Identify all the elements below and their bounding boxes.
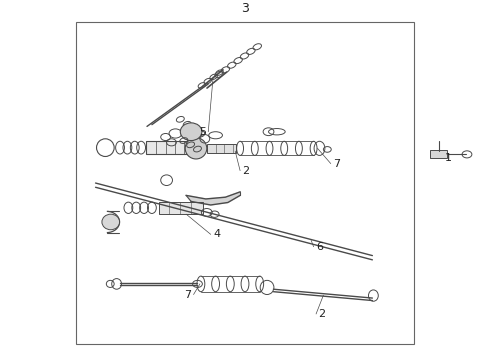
Text: 7: 7 — [184, 289, 191, 300]
Bar — [159, 202, 203, 214]
Text: 1: 1 — [445, 153, 452, 163]
Bar — [146, 141, 195, 154]
Ellipse shape — [102, 214, 120, 230]
Text: 6: 6 — [316, 242, 323, 252]
Text: 4: 4 — [213, 229, 220, 239]
Ellipse shape — [180, 123, 202, 140]
Text: 7: 7 — [333, 158, 341, 168]
Bar — [76, 22, 414, 344]
Text: 2: 2 — [243, 166, 250, 176]
Bar — [207, 144, 236, 153]
Text: 5: 5 — [199, 127, 206, 137]
Polygon shape — [186, 192, 240, 205]
Ellipse shape — [185, 138, 207, 159]
Text: 3: 3 — [241, 2, 249, 15]
Text: 2: 2 — [318, 309, 326, 319]
Bar — [430, 150, 447, 158]
